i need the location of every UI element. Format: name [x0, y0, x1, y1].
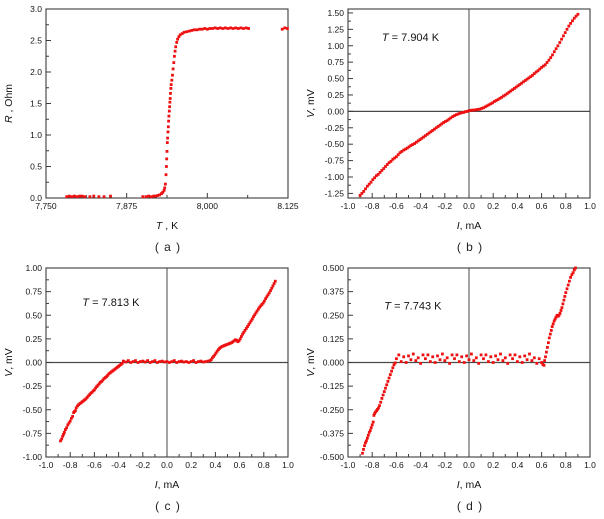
svg-text:-0.6: -0.6: [389, 460, 404, 470]
svg-text:0.2: 0.2: [185, 460, 197, 470]
svg-text:0.6: 0.6: [234, 460, 246, 470]
svg-text:7,875: 7,875: [116, 201, 138, 211]
svg-text:8.125: 8.125: [277, 201, 299, 211]
svg-text:0.4: 0.4: [511, 201, 523, 211]
panel-label-d: ( d ): [456, 499, 484, 513]
svg-text:-0.2: -0.2: [135, 460, 150, 470]
svg-text:-0.8: -0.8: [63, 460, 78, 470]
svg-text:0.500: 0.500: [323, 263, 345, 273]
svg-text:1.5: 1.5: [30, 99, 42, 109]
svg-text:0.0: 0.0: [463, 460, 475, 470]
svg-text:T = 7.904 K: T = 7.904 K: [382, 32, 440, 44]
svg-text:-0.375: -0.375: [320, 428, 344, 438]
svg-text:T , K: T , K: [156, 220, 178, 232]
svg-text:T = 7.813 K: T = 7.813 K: [82, 297, 140, 309]
svg-text:T = 7.743 K: T = 7.743 K: [384, 301, 442, 313]
svg-text:0.6: 0.6: [536, 460, 548, 470]
svg-text:-1.00: -1.00: [325, 172, 345, 182]
svg-text:-0.75: -0.75: [23, 428, 43, 438]
svg-text:-0.4: -0.4: [413, 201, 428, 211]
svg-text:1.00: 1.00: [25, 263, 42, 273]
chart-iv-curve-7904K: -1.0 -0.8 -0.6 -0.4 -0.2 0.0 0.2 0.4 0.6 0.8 1.0 -1…: [305, 8, 596, 232]
svg-text:0.00: 0.00: [327, 106, 344, 116]
svg-text:0.000: 0.000: [323, 358, 345, 368]
svg-text:0.25: 0.25: [25, 334, 42, 344]
svg-text:0.375: 0.375: [323, 287, 345, 297]
svg-text:1.50: 1.50: [327, 8, 344, 18]
svg-text:-0.4: -0.4: [413, 460, 428, 470]
svg-text:R , Ohm: R , Ohm: [3, 84, 15, 123]
svg-text:-1.25: -1.25: [325, 188, 345, 198]
svg-text:0.5: 0.5: [30, 162, 42, 172]
svg-text:0.50: 0.50: [327, 74, 344, 84]
panel-label-a: ( a ): [154, 240, 182, 254]
svg-text:-0.6: -0.6: [87, 460, 102, 470]
svg-text:0.250: 0.250: [323, 310, 345, 320]
svg-text:-0.50: -0.50: [23, 405, 43, 415]
svg-text:-0.25: -0.25: [23, 381, 43, 391]
svg-text:0.00: 0.00: [25, 358, 42, 368]
panel-d: -1.0 -0.8 -0.6 -0.4 -0.2 0.0 0.2 0.4 0.6 0.8 1.0 -0…: [302, 259, 604, 519]
svg-text:0.50: 0.50: [25, 310, 42, 320]
svg-text:0.8: 0.8: [560, 201, 572, 211]
panel-label-c: ( c ): [155, 499, 181, 513]
svg-text:0.0: 0.0: [463, 201, 475, 211]
svg-text:-1.0: -1.0: [39, 460, 54, 470]
svg-text:-0.8: -0.8: [365, 460, 380, 470]
svg-text:-0.75: -0.75: [325, 156, 345, 166]
svg-text:-0.6: -0.6: [389, 201, 404, 211]
svg-text:0.0: 0.0: [30, 193, 42, 203]
svg-text:7,750: 7,750: [35, 201, 57, 211]
svg-text:-0.25: -0.25: [325, 123, 345, 133]
chart-resistance-vs-temperature: 7,750 7,875 8,000 8.125 0.0 0.5 1.0 1.5 2.0 2.5 3.…: [3, 4, 299, 232]
svg-text:-1.0: -1.0: [341, 460, 356, 470]
svg-text:-1.0: -1.0: [341, 201, 356, 211]
chart-iv-curve-7813K: -1.0 -0.8 -0.6 -0.4 -0.2 0.0 0.2 0.4 0.6 0.8 1.0 -1…: [3, 263, 294, 491]
svg-text:0.125: 0.125: [323, 334, 345, 344]
svg-text:0.2: 0.2: [487, 201, 499, 211]
svg-text:3.0: 3.0: [30, 4, 42, 14]
svg-text:1.00: 1.00: [327, 41, 344, 51]
svg-text:0.6: 0.6: [536, 201, 548, 211]
chart-iv-curve-7743K: -1.0 -0.8 -0.6 -0.4 -0.2 0.0 0.2 0.4 0.6 0.8 1.0 -0…: [305, 263, 596, 491]
svg-text:0.4: 0.4: [209, 460, 221, 470]
panel-label-b: ( b ): [456, 240, 484, 254]
svg-text:0.8: 0.8: [258, 460, 270, 470]
svg-text:0.75: 0.75: [327, 57, 344, 67]
svg-text:-0.4: -0.4: [111, 460, 126, 470]
svg-text:1.0: 1.0: [584, 460, 596, 470]
svg-text:V, mV: V, mV: [3, 348, 15, 377]
panel-c: -1.0 -0.8 -0.6 -0.4 -0.2 0.0 0.2 0.4 0.6 0.8 1.0 -1…: [0, 259, 302, 519]
svg-text:-0.8: -0.8: [365, 201, 380, 211]
svg-text:I, mA: I, mA: [457, 220, 482, 232]
svg-text:I, mA: I, mA: [457, 479, 482, 491]
svg-text:0.0: 0.0: [161, 460, 173, 470]
svg-text:1.25: 1.25: [327, 24, 344, 34]
svg-text:2.5: 2.5: [30, 36, 42, 46]
svg-text:1.0: 1.0: [584, 201, 596, 211]
svg-text:-0.50: -0.50: [325, 139, 345, 149]
svg-text:I, mA: I, mA: [155, 479, 180, 491]
svg-text:2.0: 2.0: [30, 67, 42, 77]
svg-text:0.4: 0.4: [511, 460, 523, 470]
svg-text:-0.500: -0.500: [320, 452, 344, 462]
svg-text:-0.2: -0.2: [437, 201, 452, 211]
svg-text:0.25: 0.25: [327, 90, 344, 100]
svg-text:-0.2: -0.2: [437, 460, 452, 470]
svg-text:V, mV: V, mV: [305, 89, 317, 118]
svg-text:-0.125: -0.125: [320, 381, 344, 391]
svg-text:0.2: 0.2: [487, 460, 499, 470]
svg-text:8,000: 8,000: [197, 201, 219, 211]
svg-text:-1.00: -1.00: [23, 452, 43, 462]
svg-text:1.0: 1.0: [30, 130, 42, 140]
panel-b: -1.0 -0.8 -0.6 -0.4 -0.2 0.0 0.2 0.4 0.6 0.8 1.0 -1…: [302, 0, 604, 259]
svg-text:1.0: 1.0: [282, 460, 294, 470]
svg-text:0.75: 0.75: [25, 287, 42, 297]
svg-text:V, mV: V, mV: [305, 348, 317, 377]
svg-text:-0.250: -0.250: [320, 405, 344, 415]
panel-a: 7,750 7,875 8,000 8.125 0.0 0.5 1.0 1.5 2.0 2.5 3.…: [0, 0, 302, 259]
svg-text:0.8: 0.8: [560, 460, 572, 470]
